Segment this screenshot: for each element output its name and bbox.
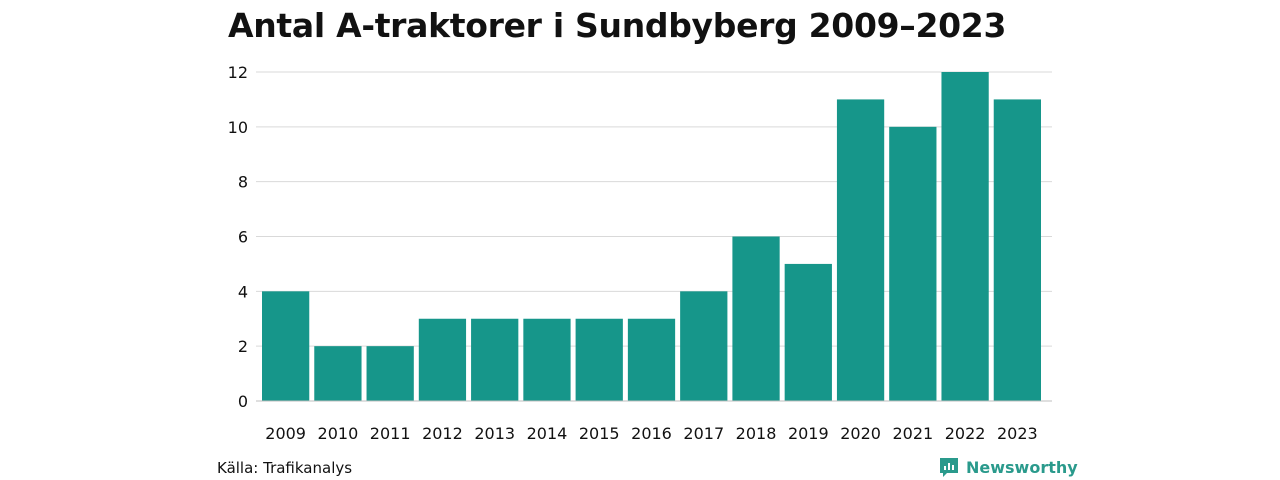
y-tick-label: 6 — [238, 228, 248, 247]
x-tick-label: 2010 — [318, 424, 359, 443]
bar-2019 — [784, 263, 832, 401]
x-tick-label: 2009 — [265, 424, 306, 443]
x-tick-label: 2016 — [631, 424, 672, 443]
brand-name: Newsworthy — [966, 457, 1078, 477]
y-tick-label: 2 — [238, 337, 248, 356]
y-tick-label: 8 — [238, 173, 248, 192]
bar-2022 — [941, 72, 989, 401]
bar-2010 — [314, 346, 362, 401]
bar-2017 — [680, 291, 728, 401]
bar-2021 — [889, 126, 937, 401]
y-tick-label: 12 — [228, 63, 248, 82]
x-tick-label: 2012 — [422, 424, 463, 443]
bar-2011 — [366, 346, 414, 401]
bar-2023 — [993, 99, 1041, 402]
bar-2020 — [836, 99, 885, 402]
x-tick-label: 2017 — [683, 424, 724, 443]
x-tick-label: 2014 — [527, 424, 568, 443]
x-tick-label: 2022 — [945, 424, 986, 443]
y-tick-label: 4 — [238, 282, 248, 301]
x-tick-label: 2019 — [788, 424, 829, 443]
x-tick-label: 2013 — [474, 424, 515, 443]
x-tick-label: 2011 — [370, 424, 411, 443]
chart-title: Antal A-traktorer i Sundbyberg 2009–2023 — [228, 6, 1007, 45]
bar-2012 — [418, 318, 467, 401]
source-note: Källa: Trafikanalys — [217, 459, 353, 477]
bar-2009 — [262, 291, 310, 401]
newsworthy-icon — [940, 458, 958, 477]
y-tick-label: 10 — [228, 118, 248, 137]
x-tick-label: 2023 — [997, 424, 1038, 443]
bar-2015 — [575, 318, 623, 401]
bar-2016 — [627, 318, 676, 401]
bar-2014 — [523, 318, 571, 401]
x-tick-label: 2015 — [579, 424, 620, 443]
bar-2013 — [471, 318, 519, 401]
x-tick-label: 2020 — [840, 424, 881, 443]
newsworthy-logo: Newsworthy — [938, 456, 1078, 478]
y-tick-label: 0 — [238, 392, 248, 411]
bar-2018 — [732, 236, 780, 401]
x-tick-label: 2021 — [892, 424, 933, 443]
x-tick-label: 2018 — [736, 424, 777, 443]
